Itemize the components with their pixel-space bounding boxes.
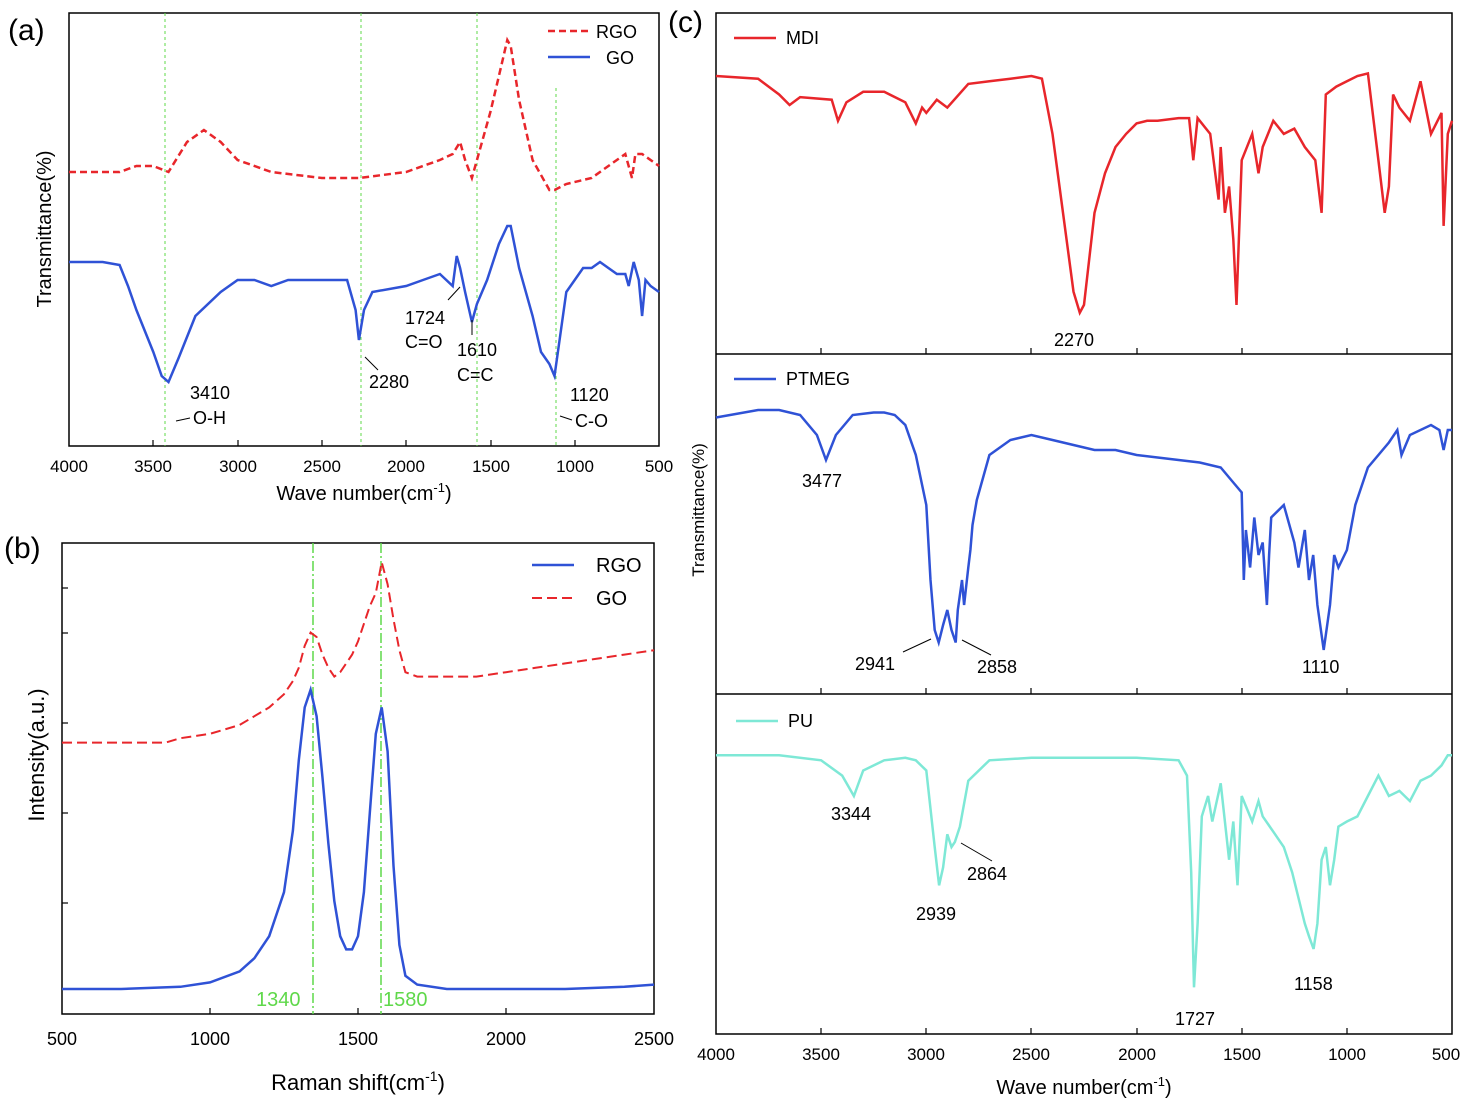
legend-label-ptmeg: PTMEG	[786, 369, 850, 389]
annotation: 3344	[831, 804, 871, 824]
annotation: 3477	[802, 471, 842, 491]
panel-a-xlabel: Wave number(cm-1)	[276, 480, 451, 505]
panel-b-reflines	[312, 543, 382, 1014]
series-c-mdi	[715, 71, 1454, 316]
tick-label: 4000	[697, 1045, 735, 1064]
annotation: 3410	[190, 383, 230, 403]
annotation: C=C	[457, 365, 494, 385]
tick-label: 1000	[190, 1029, 230, 1049]
annotation: O-H	[193, 408, 226, 428]
annotation: 2270	[1054, 330, 1094, 350]
tick-label: 1500	[472, 457, 510, 476]
arrow	[175, 417, 191, 422]
legend-label-go: GO	[606, 48, 634, 68]
tick-label: 3500	[802, 1045, 840, 1064]
panel-b-ylabel: Intensity(a.u.)	[24, 688, 49, 821]
tick-label: 1500	[1223, 1045, 1261, 1064]
annotation: 2864	[967, 864, 1007, 884]
panel-a-reflines	[164, 13, 557, 446]
tick-label: 2000	[1118, 1045, 1156, 1064]
legend-label-rgo: RGO	[596, 555, 642, 577]
tick-label: 3500	[134, 457, 172, 476]
arrow	[961, 639, 992, 656]
panel-b: (b) Intensity(a.u.) Raman shift(cm-1) 50…	[4, 532, 674, 1095]
tick-label: 2000	[486, 1029, 526, 1049]
panel-c-annotations: 2270 3477 2941 2858 1110 3344 2939 2864 …	[802, 330, 1339, 1029]
series-a-rgo	[69, 36, 660, 192]
annotation: 2939	[916, 904, 956, 924]
panel-c-frame	[715, 12, 1453, 1035]
arrow	[364, 356, 379, 371]
series-c-pu	[716, 753, 1452, 988]
panel-a-ylabel: Transmittance(%)	[34, 150, 56, 307]
annotation: 2858	[977, 657, 1017, 677]
annotation: 1727	[1175, 1009, 1215, 1029]
panel-a-annotations: 3410 O-H 2280 1724 C=O 1610 C=C 1120 C-O	[175, 286, 609, 431]
panel-b-label: (b)	[4, 532, 41, 565]
tick-label: 2000	[387, 457, 425, 476]
series-a-go	[69, 224, 660, 385]
panel-b-xlabel: Raman shift(cm-1)	[271, 1068, 445, 1095]
panel-c-label: (c)	[668, 6, 703, 39]
panel-a-legend: RGO GO	[548, 22, 637, 68]
panel-c-xlabel: Wave number(cm-1)	[996, 1074, 1171, 1099]
annotation: 1580	[383, 989, 428, 1011]
tick-label: 2500	[1012, 1045, 1050, 1064]
panel-a-frame	[68, 12, 660, 447]
tick-label: 1000	[1328, 1045, 1366, 1064]
arrow	[902, 638, 932, 653]
tick-label: 500	[1432, 1045, 1460, 1064]
panel-b-xticks: 500 1000 1500 2000 2500	[47, 587, 674, 1049]
annotation: 1120	[570, 385, 609, 405]
annotation: C-O	[575, 411, 608, 431]
annotation: 1158	[1294, 974, 1333, 994]
legend-label-go: GO	[596, 588, 627, 610]
annotation: 2941	[855, 654, 895, 674]
panel-a-xticks: 4000 3500 3000 2500 2000 1500 1000 500	[50, 440, 673, 476]
series-b-rgo	[62, 685, 655, 991]
annotation: C=O	[405, 332, 443, 352]
panel-b-legend: RGO GO	[532, 555, 642, 610]
legend-label-rgo: RGO	[596, 22, 637, 42]
tick-label: 1000	[556, 457, 594, 476]
annotation: 1340	[256, 989, 301, 1011]
tick-label: 2500	[303, 457, 341, 476]
series-c-ptmeg	[715, 408, 1452, 651]
arrow	[559, 415, 573, 421]
tick-label: 3000	[907, 1045, 945, 1064]
arrow	[960, 842, 993, 862]
panel-c-legend: MDI PTMEG PU	[734, 28, 850, 731]
legend-label-pu: PU	[788, 711, 813, 731]
panel-c-xticks: 4000 3500 3000 2500 2000 1500 1000 500	[697, 348, 1460, 1064]
annotation: 1724	[405, 308, 445, 328]
tick-label: 3000	[219, 457, 257, 476]
annotation: 1110	[1302, 657, 1339, 677]
panel-c-ylabel: Transmittance(%)	[689, 443, 708, 577]
legend-label-mdi: MDI	[786, 28, 819, 48]
annotation: 1610	[457, 340, 497, 360]
tick-label: 500	[47, 1029, 77, 1049]
annotation: 2280	[369, 372, 409, 392]
panel-a: (a) Transmittance(%) Wave number(cm-1) 4…	[8, 12, 673, 505]
arrow	[447, 286, 461, 301]
panel-a-label: (a)	[8, 14, 45, 47]
panel-b-frame	[61, 542, 655, 1015]
series-b-go	[62, 561, 655, 744]
tick-label: 500	[645, 457, 673, 476]
tick-label: 4000	[50, 457, 88, 476]
panel-c: (c) Transmittance(%) Wave number(cm-1) 4…	[668, 6, 1460, 1099]
tick-label: 2500	[634, 1029, 674, 1049]
tick-label: 1500	[338, 1029, 378, 1049]
panel-b-annotations: 1340 1580	[256, 989, 428, 1011]
